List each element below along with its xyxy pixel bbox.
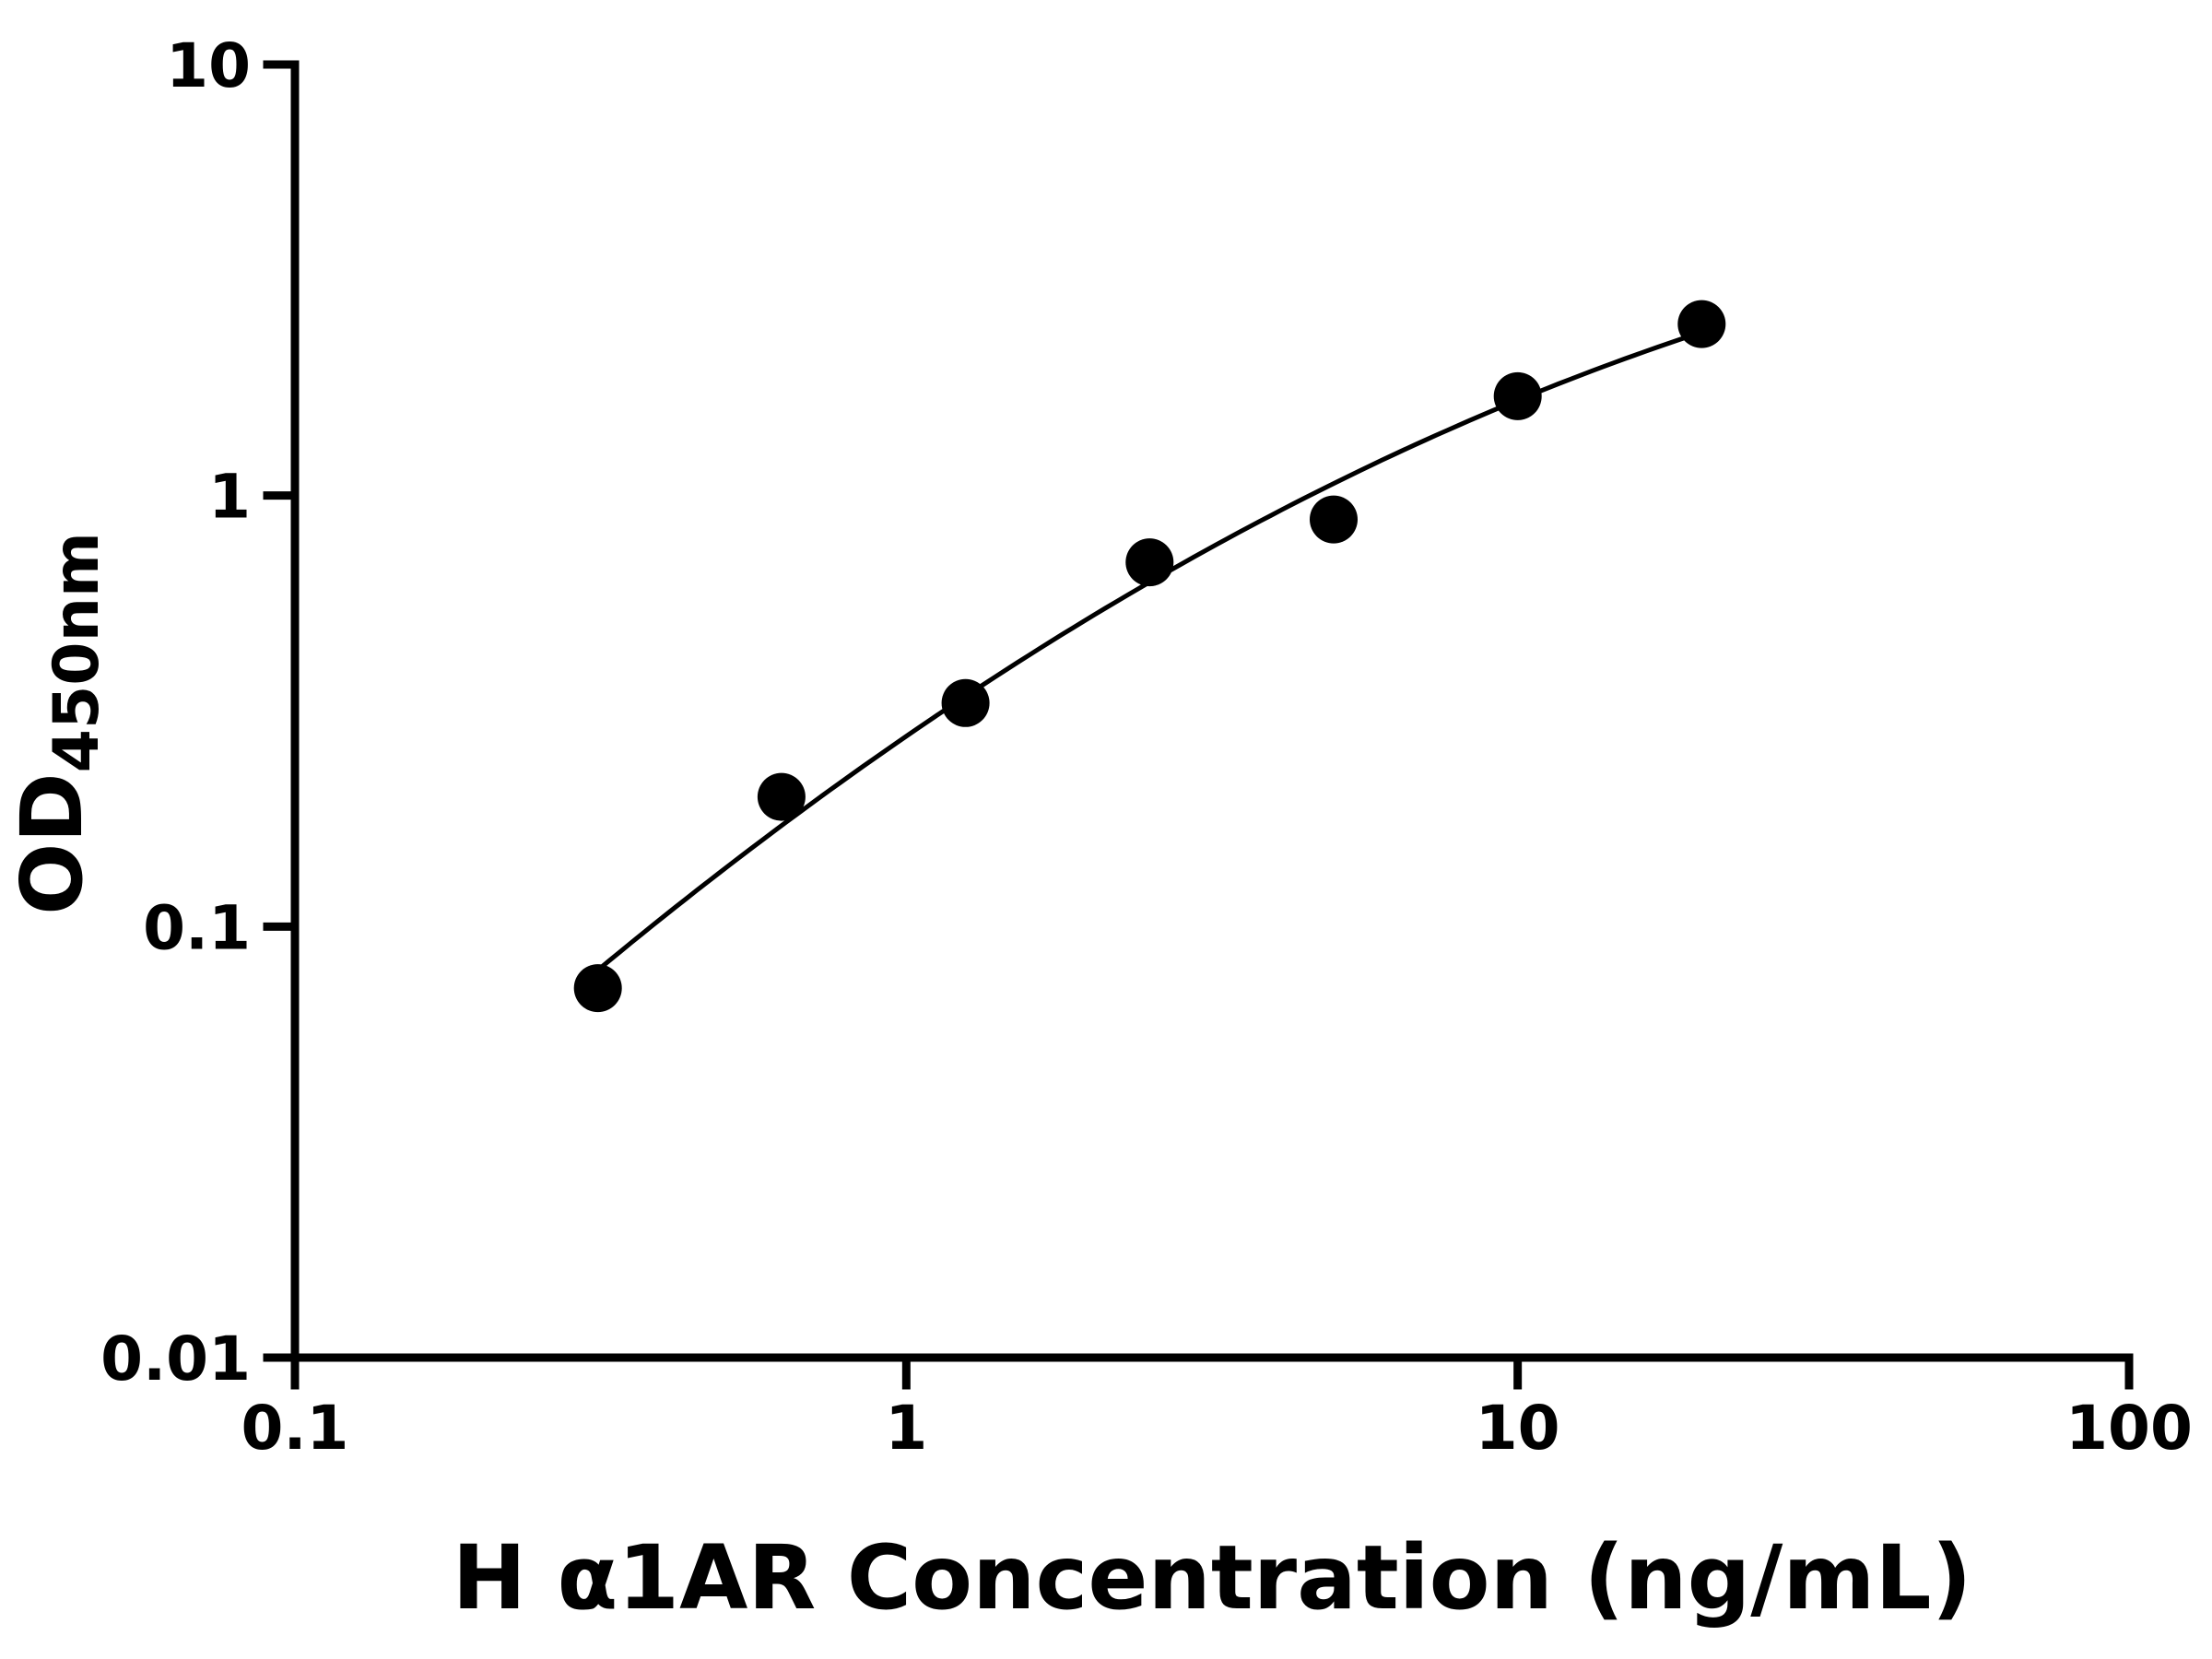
fit-curve <box>595 330 1704 972</box>
y-tick-label: 0.01 <box>100 1324 251 1394</box>
data-point-marker <box>941 678 990 727</box>
data-point-marker <box>573 964 622 1013</box>
data-point-marker <box>757 772 806 821</box>
x-tick-label: 0.1 <box>241 1393 349 1464</box>
y-tick-label: 0.1 <box>143 892 251 963</box>
data-point-marker <box>1310 495 1358 544</box>
x-axis-title: H α1AR Concentration (ng/mL) <box>453 1526 1972 1630</box>
standard-curve-line <box>595 330 1704 972</box>
x-tick-label: 100 <box>2065 1393 2193 1464</box>
y-axis-title-main: OD <box>3 772 101 915</box>
x-tick-label: 1 <box>885 1393 927 1464</box>
data-point-marker <box>1125 538 1174 587</box>
data-points <box>573 300 1726 1013</box>
y-axis-title: OD450nm <box>3 532 113 915</box>
y-tick-label: 1 <box>208 462 251 533</box>
data-point-marker <box>1677 300 1726 348</box>
axis-spines <box>290 60 2134 1362</box>
x-tick-label: 10 <box>1476 1393 1560 1464</box>
y-axis-title-subscript: 450nm <box>41 532 113 772</box>
y-tick-label: 10 <box>166 30 251 101</box>
data-point-marker <box>1493 371 1542 420</box>
